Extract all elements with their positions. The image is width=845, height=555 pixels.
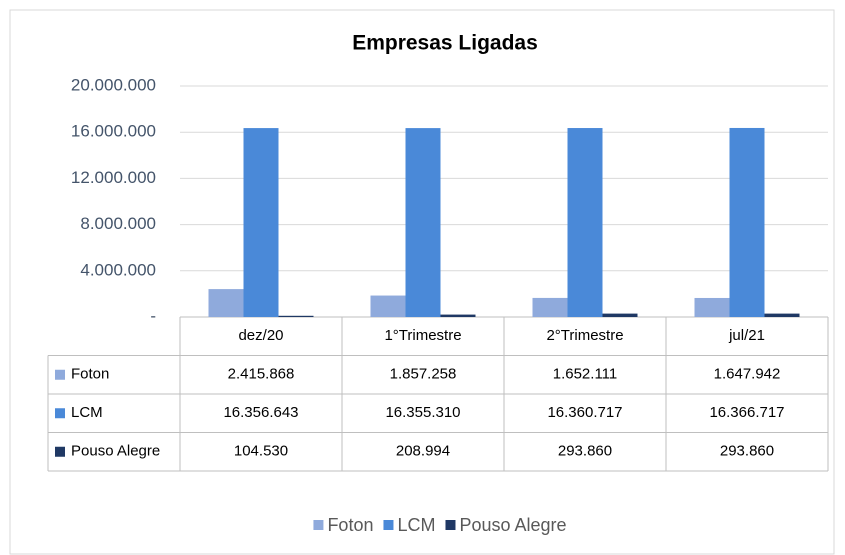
y-tick-label: 20.000.000: [71, 75, 156, 94]
table-row-label: Foton: [71, 366, 109, 383]
table-cell: 293.860: [720, 443, 774, 460]
table-cell: 1.652.111: [553, 366, 618, 383]
chart-title: Empresas Ligadas: [352, 32, 538, 55]
bar: [440, 314, 476, 317]
bar: [405, 128, 441, 317]
table-cell: 2.415.868: [228, 366, 295, 383]
y-tick-label: -: [150, 306, 156, 325]
bar: [602, 313, 638, 317]
legend-label: LCM: [397, 515, 435, 535]
x-tick-label: dez/20: [238, 327, 283, 344]
table-cell: 104.530: [234, 443, 288, 460]
legend-key: [55, 408, 65, 419]
table-cell: 1.857.258: [390, 366, 457, 383]
bar: [370, 295, 406, 317]
y-tick-label: 16.000.000: [71, 122, 156, 141]
table-cell: 293.860: [558, 443, 612, 460]
table-row-label: LCM: [71, 404, 103, 421]
legend-key: [383, 520, 394, 530]
bar: [694, 297, 730, 317]
table-cell: 208.994: [396, 443, 450, 460]
table-cell: 16.360.717: [547, 404, 622, 421]
bar: [764, 313, 800, 317]
bar: [532, 297, 568, 317]
legend-label: Foton: [327, 515, 373, 535]
bar: [278, 315, 314, 317]
x-tick-label: 1°Trimestre: [384, 327, 461, 344]
bar: [243, 128, 279, 317]
legend-key: [445, 520, 456, 530]
bar: [208, 289, 244, 317]
y-tick-label: 12.000.000: [71, 168, 156, 187]
bar: [729, 127, 765, 317]
table-cell: 16.355.310: [385, 404, 460, 421]
table-row-label: Pouso Alegre: [71, 443, 160, 460]
bar: [567, 128, 603, 317]
table-cell: 1.647.942: [714, 366, 781, 383]
legend-key: [55, 369, 65, 380]
legend-label: Pouso Alegre: [459, 515, 566, 535]
table-cell: 16.356.643: [223, 404, 298, 421]
legend-key: [55, 446, 65, 457]
y-tick-label: 4.000.000: [80, 260, 156, 279]
x-tick-label: 2°Trimestre: [546, 327, 623, 344]
legend-key: [313, 520, 324, 530]
y-tick-label: 8.000.000: [80, 214, 156, 233]
table-cell: 16.366.717: [709, 404, 784, 421]
x-tick-label: jul/21: [728, 327, 765, 344]
